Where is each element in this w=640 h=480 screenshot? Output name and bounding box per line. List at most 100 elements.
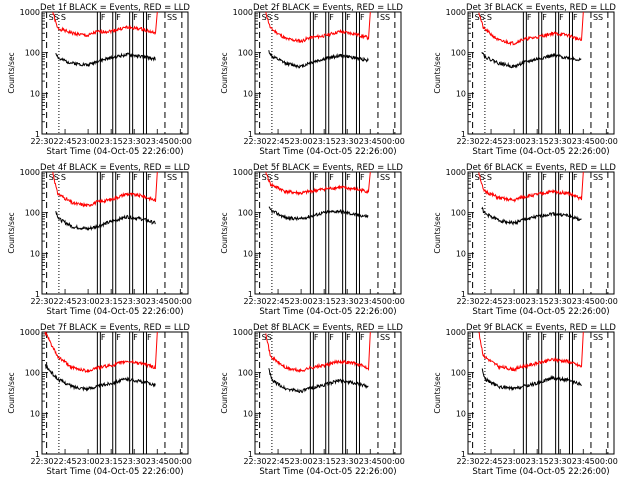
x-tick-label: 00:00	[382, 457, 405, 466]
annotation-label: F	[559, 13, 564, 22]
annotation-label: F	[573, 13, 578, 22]
annotation-label: F	[360, 13, 365, 22]
x-tick-label: 22:30	[456, 297, 479, 306]
x-tick-label: 22:30	[30, 137, 53, 146]
annotation-label: F	[542, 173, 547, 182]
y-axis-label: Counts/sec	[433, 52, 442, 93]
annotation-label: SS	[593, 173, 603, 182]
y-axis-label: Counts/sec	[7, 52, 16, 93]
y-tick-label: 1	[35, 130, 40, 139]
y-tick-label: 1	[248, 130, 253, 139]
x-tick-label: 23:30	[336, 137, 359, 146]
x-tick-label: 23:30	[123, 457, 146, 466]
y-axis-label: Counts/sec	[220, 52, 229, 93]
x-tick-label: 22:45	[480, 457, 503, 466]
x-tick-label: 23:15	[526, 137, 549, 146]
x-tick-label: 23:30	[336, 457, 359, 466]
annotation-label: SS	[380, 333, 390, 342]
y-tick-label: 1000	[233, 8, 253, 17]
y-tick-label: 100	[238, 209, 253, 218]
annotation-label: S	[487, 173, 492, 182]
annotation-label: F	[559, 333, 564, 342]
series-events-line	[268, 206, 369, 222]
y-axis-label: Counts/sec	[220, 372, 229, 413]
x-tick-label: 23:15	[313, 297, 336, 306]
y-tick-label: 10	[243, 89, 253, 98]
plot-frame	[254, 11, 402, 135]
x-tick-label: 23:30	[123, 137, 146, 146]
y-tick-label: 10	[243, 409, 253, 418]
x-axis-label: Start Time (04-Oct-05 22:26:00)	[472, 147, 609, 157]
y-tick-label: 10	[456, 409, 466, 418]
x-tick-label: 23:30	[123, 297, 146, 306]
x-tick-label: 23:15	[313, 137, 336, 146]
annotation-label: SS	[262, 173, 272, 182]
x-tick-label: 23:00	[503, 137, 526, 146]
annotation-label: F	[573, 333, 578, 342]
x-tick-label: 00:00	[595, 297, 618, 306]
annotation-label: F	[527, 13, 532, 22]
annotation-label: S	[61, 13, 66, 22]
y-axis-label: Counts/sec	[433, 372, 442, 413]
plot-frame	[254, 171, 402, 295]
y-tick-label: 1000	[20, 328, 40, 337]
annotation-label: F	[147, 173, 152, 182]
x-tick-label: 22:45	[480, 297, 503, 306]
x-tick-label: 22:45	[54, 457, 77, 466]
plot-frame	[467, 171, 615, 295]
x-tick-label: 00:00	[595, 457, 618, 466]
x-tick-label: 22:45	[480, 137, 503, 146]
panel-title: Det 2f BLACK = Events, RED = LLD	[253, 3, 403, 13]
series-events-line	[481, 206, 582, 226]
x-tick-label: 22:45	[267, 297, 290, 306]
annotation-label: F	[527, 333, 532, 342]
x-tick-label: 23:45	[359, 297, 382, 306]
annotation-label: SS	[49, 13, 59, 22]
y-tick-label: 1	[248, 450, 253, 459]
y-tick-label: 100	[451, 369, 466, 378]
x-axis-label: Start Time (04-Oct-05 22:26:00)	[259, 467, 396, 477]
y-tick-label: 100	[25, 209, 40, 218]
x-tick-label: 00:00	[382, 137, 405, 146]
series-events-line	[55, 52, 156, 67]
x-tick-label: 00:00	[382, 297, 405, 306]
y-tick-label: 1	[461, 290, 466, 299]
x-tick-label: 23:30	[549, 137, 572, 146]
annotation-label: SS	[593, 333, 603, 342]
y-tick-label: 1000	[233, 168, 253, 177]
panel-5: Det 5f BLACK = Events, RED = LLD 1 10 100 10…	[220, 163, 405, 317]
x-tick-label: 23:45	[572, 457, 595, 466]
series-lld-line	[52, 11, 158, 38]
plot-frame	[254, 331, 402, 455]
x-tick-label: 23:45	[146, 297, 169, 306]
annotation-label: F	[133, 173, 138, 182]
x-tick-label: 23:30	[549, 297, 572, 306]
annotation-label: F	[559, 173, 564, 182]
annotation-label: F	[147, 13, 152, 22]
x-tick-label: 23:00	[290, 457, 313, 466]
annotation-label: SS	[380, 173, 390, 182]
y-tick-label: 10	[30, 409, 40, 418]
y-tick-label: 100	[25, 49, 40, 58]
annotation-label: F	[133, 333, 138, 342]
annotation-label: SS	[475, 13, 485, 22]
annotation-label: F	[116, 333, 121, 342]
annotation-label: F	[314, 173, 319, 182]
x-axis-label: Start Time (04-Oct-05 22:26:00)	[46, 147, 183, 157]
y-tick-label: 1000	[446, 168, 466, 177]
x-tick-label: 23:00	[77, 137, 100, 146]
x-tick-label: 22:45	[267, 457, 290, 466]
y-tick-label: 1000	[233, 328, 253, 337]
series-events-line	[55, 210, 156, 232]
y-tick-label: 10	[243, 249, 253, 258]
series-events-line	[481, 368, 582, 392]
annotation-label: SS	[593, 13, 603, 22]
annotation-label: F	[314, 333, 319, 342]
panel-2: Det 2f BLACK = Events, RED = LLD 1 10 100 10…	[220, 3, 405, 157]
x-tick-label: 23:00	[77, 457, 100, 466]
y-tick-label: 1000	[20, 168, 40, 177]
panel-title: Det 5f BLACK = Events, RED = LLD	[253, 163, 403, 173]
annotation-label: S	[61, 173, 66, 182]
x-tick-label: 22:30	[243, 137, 266, 146]
